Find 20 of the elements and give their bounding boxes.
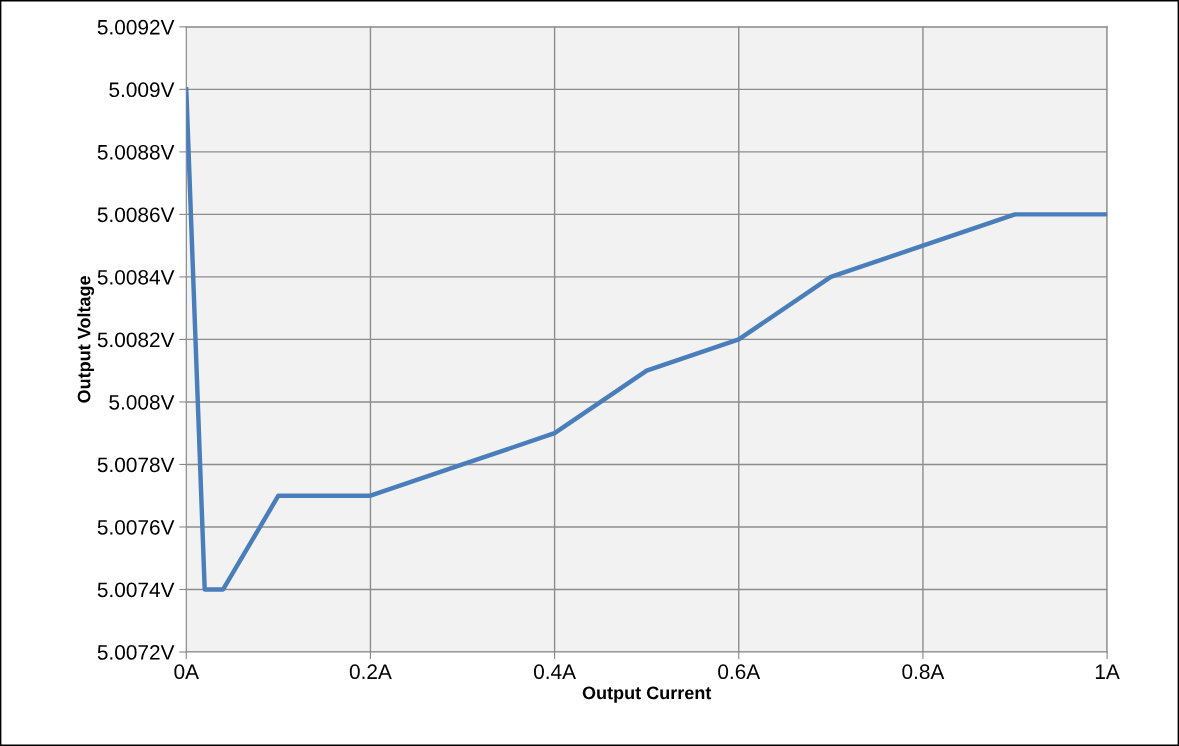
y-tick-label: 5.0082V <box>97 332 175 348</box>
y-tick-label: 5.009V <box>109 82 175 98</box>
y-tick-label: 5.0074V <box>97 582 175 598</box>
x-tick-label: 0.8A <box>902 664 945 680</box>
line-series <box>186 87 1108 592</box>
x-axis-title: Output Current <box>582 686 712 703</box>
y-axis-title: Output Voltage <box>77 276 95 403</box>
y-tick-label: 5.0076V <box>97 519 175 535</box>
y-tick-label: 5.0086V <box>97 207 175 223</box>
y-tick-label: 5.0092V <box>97 19 175 35</box>
x-tick-label: 0A <box>174 664 199 680</box>
x-tick-label: 0.2A <box>349 664 392 680</box>
x-tick-label: 0.4A <box>533 664 576 680</box>
x-tick-label: 1A <box>1095 664 1120 679</box>
y-tick-label: 5.0072V <box>97 645 175 660</box>
y-tick-label: 5.008V <box>109 394 175 410</box>
x-tick-label: 0.6A <box>718 664 761 680</box>
y-tick-label: 5.0084V <box>97 269 175 285</box>
y-tick-label: 5.0078V <box>97 457 175 473</box>
y-tick-label: 5.0088V <box>97 144 175 160</box>
